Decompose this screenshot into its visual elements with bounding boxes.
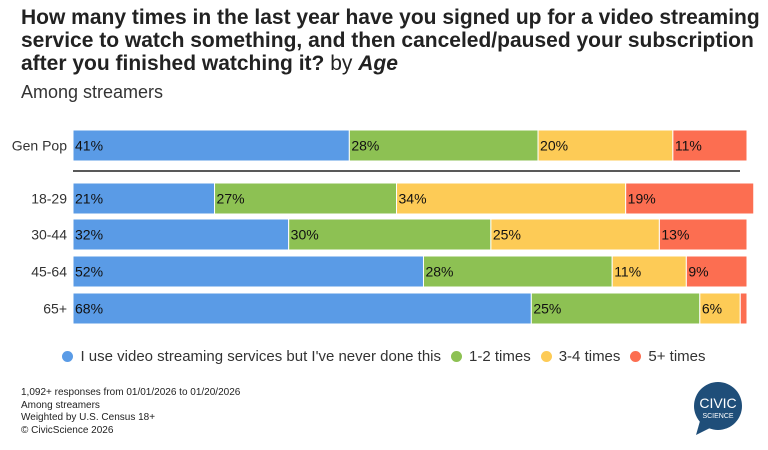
footer-line: © CivicScience 2026 (21, 424, 114, 436)
data-label: 21% (75, 191, 103, 207)
data-label: 25% (533, 301, 561, 317)
title-by: by (330, 52, 353, 75)
legend-label: I use video streaming services but I've … (80, 348, 442, 365)
legend-label: 5+ times (648, 348, 706, 365)
data-label: 11% (675, 138, 702, 154)
bar-segment (72, 129, 350, 162)
legend: I use video streaming services but I've … (0, 348, 768, 365)
footer-notes: 1,092+ responses from 01/01/2026 to 01/2… (21, 387, 240, 437)
bar-segment (72, 255, 424, 288)
category-label: Gen Pop (12, 138, 67, 154)
title-text: How many times in the last year have you… (21, 6, 760, 75)
data-label: 11% (614, 264, 641, 280)
chart-subtitle: Among streamers (21, 82, 164, 102)
data-label: 30% (291, 227, 319, 243)
bar-segment (490, 218, 660, 251)
category-label: 45-64 (31, 264, 67, 280)
category-label: 30-44 (31, 227, 67, 243)
svg-text:SCIENCE: SCIENCE (702, 413, 733, 420)
legend-item: 1-2 times (451, 348, 531, 365)
title-group: Age (358, 52, 398, 75)
data-label: 52% (75, 264, 103, 280)
bar-segment (537, 129, 674, 162)
data-label: 6% (702, 301, 722, 317)
bar-segment (396, 182, 627, 215)
legend-dot-icon (630, 351, 642, 362)
data-label: 25% (493, 227, 521, 243)
bar-segment (214, 182, 398, 215)
footer-line: Among streamers (21, 399, 100, 411)
data-label: 20% (540, 138, 568, 154)
legend-dot-icon (451, 351, 463, 362)
legend-item: 5+ times (630, 348, 706, 365)
stacked-bar-chart: Gen Pop 41% 28% 20% 11% 18-29 21% 27% 34% 19% 30-4… (12, 129, 755, 325)
data-label: 68% (75, 301, 103, 317)
legend-item: I use video streaming services but I've … (62, 348, 441, 365)
data-label: 28% (425, 264, 453, 280)
bar-segment (611, 255, 687, 288)
bar-segment (625, 182, 755, 215)
footer-line: Weighted by U.S. Census 18+ (21, 412, 156, 423)
bar-segment (672, 129, 748, 162)
data-label: 41% (75, 138, 103, 154)
svg-text:CIVIC: CIVIC (699, 395, 736, 411)
bar-segment (699, 292, 741, 325)
bar-segment (72, 218, 290, 251)
bar-segment (422, 255, 613, 288)
bar-segment (72, 292, 532, 325)
legend-label: 1-2 times (469, 348, 531, 365)
legend-item: 3-4 times (540, 348, 621, 365)
data-label: 19% (628, 191, 656, 207)
data-label: 9% (688, 264, 708, 280)
legend-dot-icon (540, 351, 552, 362)
data-label: 27% (217, 191, 245, 207)
bar-segment (72, 182, 216, 215)
category-label: 18-29 (31, 191, 67, 207)
chart-title: How many times in the last year have you… (21, 6, 761, 75)
bar-segment (739, 292, 748, 325)
data-label: 28% (351, 138, 379, 154)
bar-segment (530, 292, 701, 325)
footer-line: 1,092+ responses from 01/01/2026 to 01/2… (21, 387, 241, 398)
data-label: 13% (661, 227, 689, 243)
legend-dot-icon (62, 351, 74, 362)
bar-segment (685, 255, 748, 288)
bar-segment (658, 218, 748, 251)
bar-segment (288, 218, 492, 251)
data-label: 32% (75, 227, 103, 243)
category-label: 65+ (43, 301, 67, 317)
legend-label: 3-4 times (558, 348, 621, 365)
civicscience-logo: CIVIC SCIENCE (694, 382, 742, 435)
data-label: 34% (399, 191, 427, 207)
